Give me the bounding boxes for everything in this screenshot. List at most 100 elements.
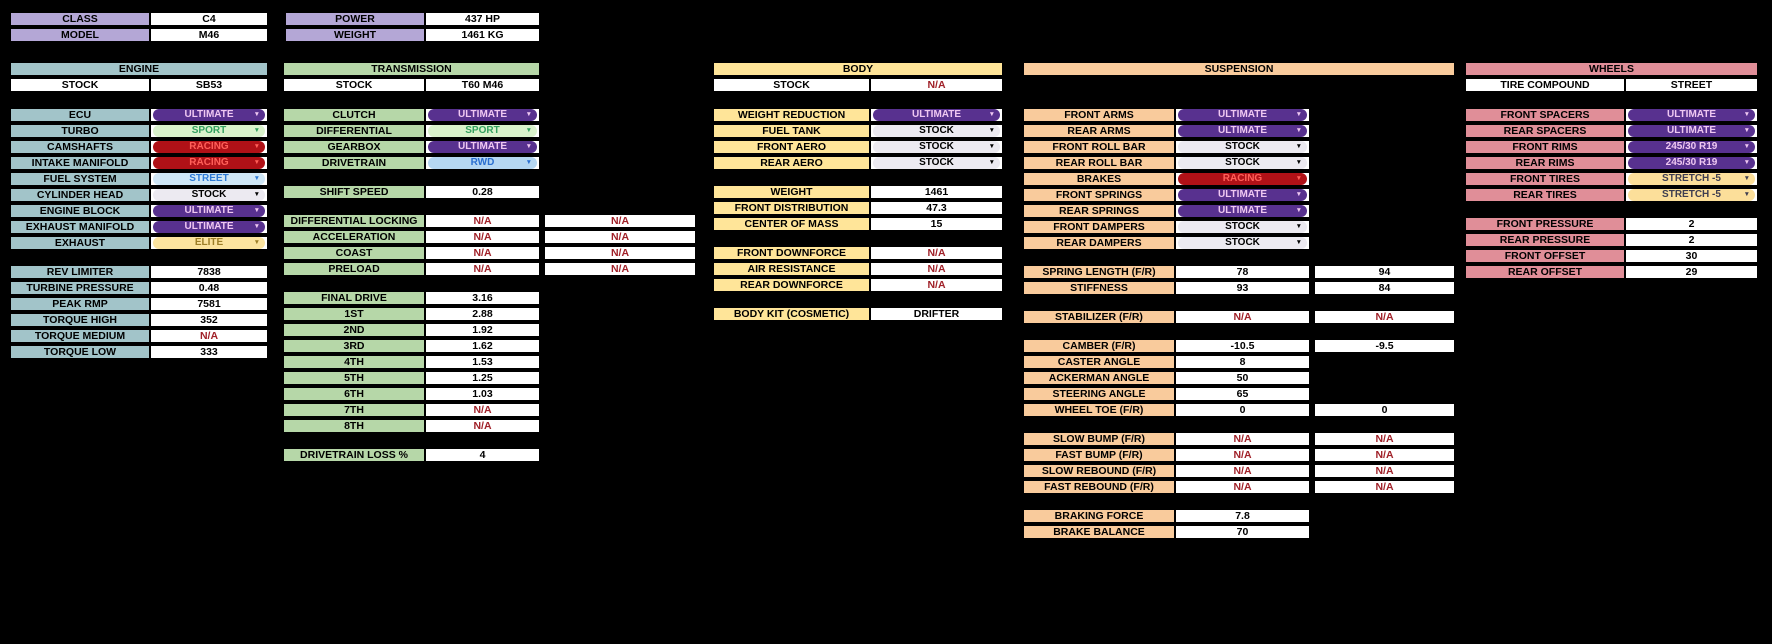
value-cell[interactable]: 1.62 bbox=[425, 339, 540, 353]
camshafts-dropdown[interactable]: RACING ▼ bbox=[153, 141, 265, 153]
value-cell[interactable]: N/A bbox=[544, 246, 696, 260]
value-cell[interactable]: N/A bbox=[870, 246, 1003, 260]
value-cell[interactable]: SB53 bbox=[150, 78, 268, 92]
value-cell[interactable]: 2 bbox=[1625, 217, 1758, 231]
value-cell[interactable]: 47.3 bbox=[870, 201, 1003, 215]
exhaust-manifold-dropdown[interactable]: ULTIMATE ▼ bbox=[153, 221, 265, 233]
value-cell[interactable]: 3.16 bbox=[425, 291, 540, 305]
front-springs-dropdown[interactable]: ULTIMATE ▼ bbox=[1178, 189, 1307, 201]
value-cell[interactable]: N/A bbox=[1314, 448, 1455, 462]
front-dampers-dropdown[interactable]: STOCK ▼ bbox=[1178, 221, 1307, 233]
gearbox-dropdown[interactable]: ULTIMATE ▼ bbox=[428, 141, 537, 153]
value-cell[interactable]: 1.92 bbox=[425, 323, 540, 337]
rear-dampers-dropdown[interactable]: STOCK ▼ bbox=[1178, 237, 1307, 249]
turbo-dropdown[interactable]: SPORT ▼ bbox=[153, 125, 265, 137]
front-aero-dropdown[interactable]: STOCK ▼ bbox=[873, 141, 1000, 153]
fuel-system-dropdown[interactable]: STREET ▼ bbox=[153, 173, 265, 185]
rear-spacers-dropdown[interactable]: ULTIMATE ▼ bbox=[1628, 125, 1755, 137]
value-cell[interactable]: N/A bbox=[1314, 310, 1455, 324]
value-cell[interactable]: 0 bbox=[1314, 403, 1455, 417]
value-cell[interactable]: 7.8 bbox=[1175, 509, 1310, 523]
value-cell[interactable]: N/A bbox=[544, 230, 696, 244]
value-cell[interactable]: N/A bbox=[544, 262, 696, 276]
value-cell[interactable]: N/A bbox=[1314, 480, 1455, 494]
value-cell[interactable]: 70 bbox=[1175, 525, 1310, 539]
engine-block-dropdown[interactable]: ULTIMATE ▼ bbox=[153, 205, 265, 217]
value-cell[interactable]: 1461 bbox=[870, 185, 1003, 199]
value-cell[interactable]: 50 bbox=[1175, 371, 1310, 385]
cylinder-head-dropdown[interactable]: STOCK ▼ bbox=[153, 189, 265, 201]
value-cell[interactable]: 65 bbox=[1175, 387, 1310, 401]
front-roll-bar-dropdown[interactable]: STOCK ▼ bbox=[1178, 141, 1307, 153]
value-cell[interactable]: N/A bbox=[425, 262, 540, 276]
value-cell[interactable]: N/A bbox=[425, 214, 540, 228]
value-cell[interactable]: N/A bbox=[1175, 432, 1310, 446]
value-cell[interactable]: 30 bbox=[1625, 249, 1758, 263]
value-cell[interactable]: N/A bbox=[425, 419, 540, 433]
front-spacers-dropdown[interactable]: ULTIMATE ▼ bbox=[1628, 109, 1755, 121]
value-cell[interactable]: N/A bbox=[1175, 480, 1310, 494]
value-cell[interactable]: 0.48 bbox=[150, 281, 268, 295]
value-cell[interactable]: STREET bbox=[1625, 78, 1758, 92]
front-tires-dropdown[interactable]: STRETCH -5 ▼ bbox=[1628, 173, 1755, 185]
value-cell[interactable]: N/A bbox=[1314, 432, 1455, 446]
value-cell[interactable]: N/A bbox=[425, 246, 540, 260]
rear-aero-dropdown[interactable]: STOCK ▼ bbox=[873, 157, 1000, 169]
value-cell[interactable]: N/A bbox=[544, 214, 696, 228]
value-cell[interactable]: N/A bbox=[1314, 464, 1455, 478]
value-cell[interactable]: 0.28 bbox=[425, 185, 540, 199]
value-cell[interactable]: N/A bbox=[870, 78, 1003, 92]
rear-springs-dropdown[interactable]: ULTIMATE ▼ bbox=[1178, 205, 1307, 217]
rear-arms-dropdown[interactable]: ULTIMATE ▼ bbox=[1178, 125, 1307, 137]
value-cell[interactable]: 29 bbox=[1625, 265, 1758, 279]
value-cell[interactable]: 84 bbox=[1314, 281, 1455, 295]
front-arms-dropdown[interactable]: ULTIMATE ▼ bbox=[1178, 109, 1307, 121]
value-cell[interactable]: 1.03 bbox=[425, 387, 540, 401]
intake-manifold-dropdown[interactable]: RACING ▼ bbox=[153, 157, 265, 169]
value-cell[interactable]: 94 bbox=[1314, 265, 1455, 279]
value-cell[interactable]: M46 bbox=[150, 28, 268, 42]
value-cell[interactable]: 437 HP bbox=[425, 12, 540, 26]
value-cell[interactable]: N/A bbox=[870, 262, 1003, 276]
weight-reduction-dropdown[interactable]: ULTIMATE ▼ bbox=[873, 109, 1000, 121]
rear-roll-bar-dropdown[interactable]: STOCK ▼ bbox=[1178, 157, 1307, 169]
drivetrain-dropdown[interactable]: RWD ▼ bbox=[428, 157, 537, 169]
value-cell[interactable]: 1.25 bbox=[425, 371, 540, 385]
exhaust-dropdown[interactable]: ELITE ▼ bbox=[153, 237, 265, 249]
value-cell[interactable]: N/A bbox=[1175, 464, 1310, 478]
value-cell[interactable]: N/A bbox=[425, 230, 540, 244]
brakes-dropdown[interactable]: RACING ▼ bbox=[1178, 173, 1307, 185]
value-cell[interactable]: 1461 KG bbox=[425, 28, 540, 42]
value-cell[interactable]: C4 bbox=[150, 12, 268, 26]
value-cell[interactable]: 0 bbox=[1175, 403, 1310, 417]
value-cell[interactable]: N/A bbox=[150, 329, 268, 343]
value-cell[interactable]: 352 bbox=[150, 313, 268, 327]
value-cell[interactable]: 78 bbox=[1175, 265, 1310, 279]
differential-dropdown[interactable]: SPORT ▼ bbox=[428, 125, 537, 137]
value-cell[interactable]: DRIFTER bbox=[870, 307, 1003, 321]
rear-rims-dropdown[interactable]: 245/30 R19 ▼ bbox=[1628, 157, 1755, 169]
value-cell[interactable]: T60 M46 bbox=[425, 78, 540, 92]
value-cell[interactable]: -10.5 bbox=[1175, 339, 1310, 353]
front-rims-dropdown[interactable]: 245/30 R19 ▼ bbox=[1628, 141, 1755, 153]
rear-tires-dropdown[interactable]: STRETCH -5 ▼ bbox=[1628, 189, 1755, 201]
value-cell[interactable]: 2.88 bbox=[425, 307, 540, 321]
value-cell[interactable]: 7581 bbox=[150, 297, 268, 311]
value-cell[interactable]: N/A bbox=[1175, 310, 1310, 324]
ecu-dropdown[interactable]: ULTIMATE ▼ bbox=[153, 109, 265, 121]
value-cell[interactable]: 93 bbox=[1175, 281, 1310, 295]
value-cell[interactable]: 2 bbox=[1625, 233, 1758, 247]
value-cell[interactable]: N/A bbox=[1175, 448, 1310, 462]
value-cell[interactable]: -9.5 bbox=[1314, 339, 1455, 353]
value-cell[interactable]: N/A bbox=[425, 403, 540, 417]
clutch-dropdown[interactable]: ULTIMATE ▼ bbox=[428, 109, 537, 121]
value-cell[interactable]: 8 bbox=[1175, 355, 1310, 369]
value-cell[interactable]: 15 bbox=[870, 217, 1003, 231]
value-cell[interactable]: N/A bbox=[870, 278, 1003, 292]
fuel-tank-dropdown[interactable]: STOCK ▼ bbox=[873, 125, 1000, 137]
value-cell[interactable]: 7838 bbox=[150, 265, 268, 279]
value-cell[interactable]: 1.53 bbox=[425, 355, 540, 369]
value-cell[interactable]: 4 bbox=[425, 448, 540, 462]
value-cell[interactable]: 333 bbox=[150, 345, 268, 359]
